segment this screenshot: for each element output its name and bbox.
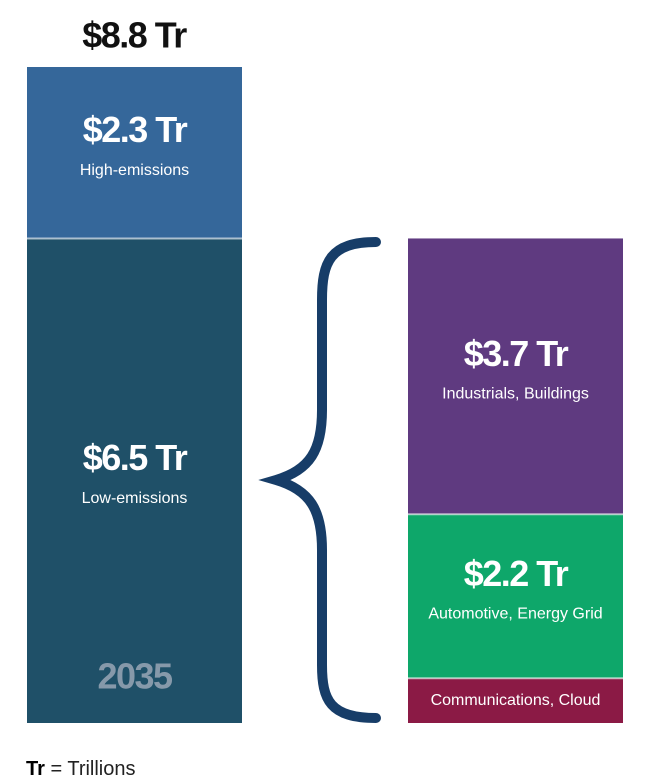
segment-name: Industrials, Buildings — [442, 386, 589, 403]
value-label: $3.7 Tr — [464, 333, 569, 374]
segment-name: High-emissions — [80, 162, 189, 179]
total-label: $8.8 Tr — [82, 15, 187, 56]
note-term: Tr — [26, 758, 45, 780]
value-label: $2.2 Tr — [464, 553, 569, 594]
note-definition: = Trillions — [50, 758, 135, 780]
note: Tr = Trillions — [26, 758, 136, 780]
category-label: 2035 — [97, 656, 173, 697]
bar-segment — [408, 514, 623, 679]
brace — [258, 237, 381, 723]
bar-segment — [27, 238, 242, 724]
segment-name: Communications, Cloud — [431, 692, 601, 709]
bar-segment — [408, 678, 623, 723]
bar-segment — [408, 238, 623, 515]
value-label: $2.3 Tr — [83, 109, 188, 150]
value-label: $6.5 Tr — [83, 437, 188, 478]
segment-name: Automotive, Energy Grid — [428, 605, 602, 622]
bar-segment — [27, 67, 242, 239]
segment-name: Low-emissions — [82, 490, 188, 507]
